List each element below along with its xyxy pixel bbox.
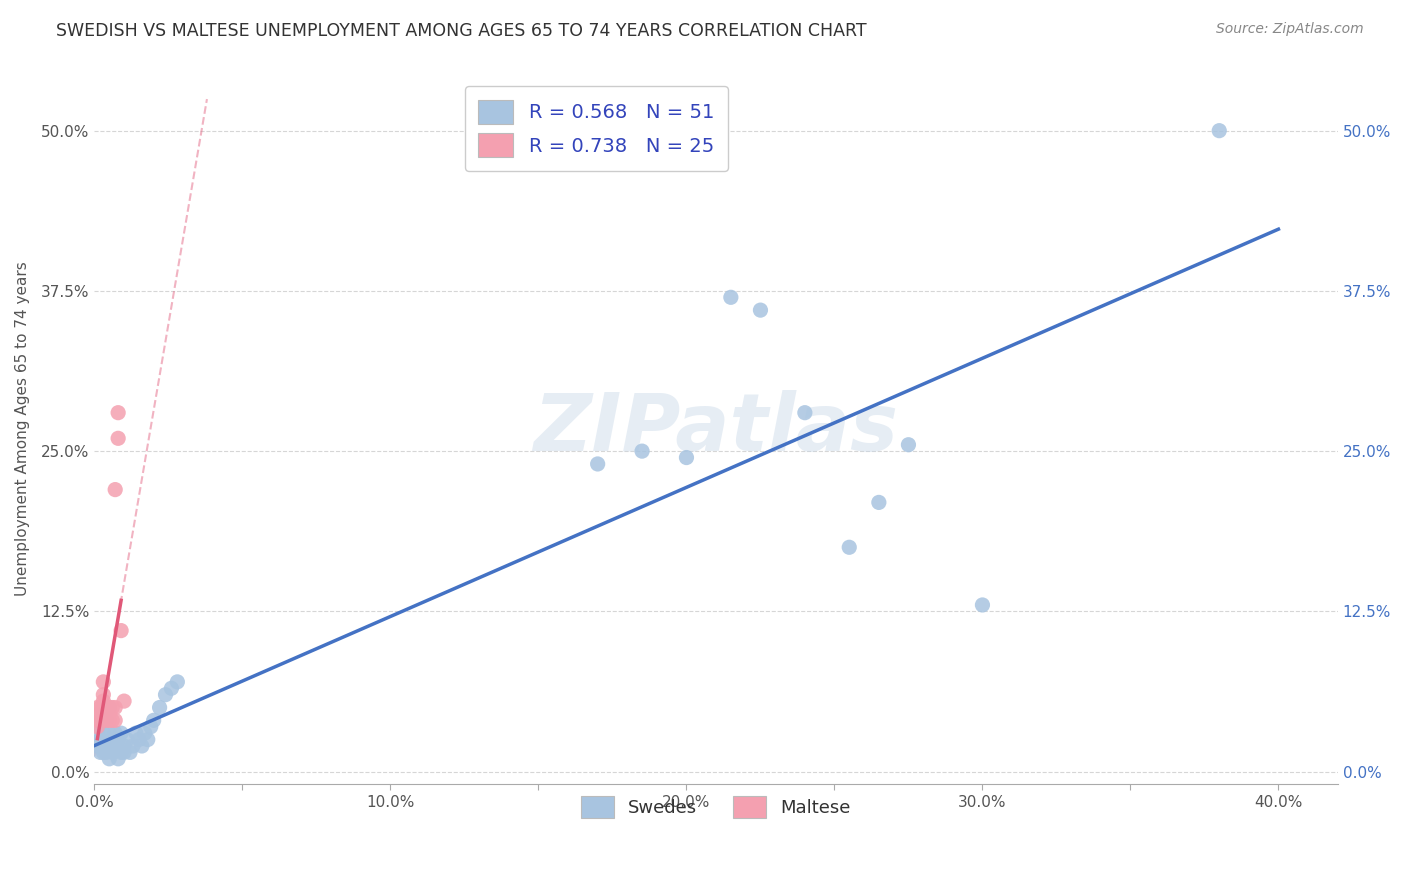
Point (1208, 123, 1230, 137)
Point (134, 726, 156, 740)
Point (98, 739, 121, 753)
Point (128, 732, 150, 747)
Point (98, 752, 121, 766)
Point (96, 714, 118, 728)
Point (89, 714, 111, 728)
Point (89, 714, 111, 728)
Point (631, 444, 654, 458)
Y-axis label: Unemployment Among Ages 65 to 74 years: Unemployment Among Ages 65 to 74 years (15, 261, 30, 596)
Point (96, 714, 118, 728)
Point (93, 739, 115, 753)
Point (166, 674, 188, 689)
Point (96, 745, 118, 759)
Point (93, 726, 115, 740)
Point (107, 431, 129, 445)
Point (101, 714, 124, 728)
Point (139, 720, 162, 734)
Point (897, 438, 920, 452)
Point (93, 706, 115, 721)
Point (104, 726, 127, 740)
Point (98, 700, 121, 714)
Point (101, 732, 124, 747)
Point (586, 457, 609, 471)
Point (104, 714, 127, 728)
Point (86, 726, 108, 740)
Point (93, 700, 115, 714)
Point (749, 303, 772, 318)
Text: SWEDISH VS MALTESE UNEMPLOYMENT AMONG AGES 65 TO 74 YEARS CORRELATION CHART: SWEDISH VS MALTESE UNEMPLOYMENT AMONG AG… (56, 22, 868, 40)
Point (89, 706, 111, 721)
Point (89, 732, 111, 747)
Point (149, 700, 172, 714)
Text: Source: ZipAtlas.com: Source: ZipAtlas.com (1216, 22, 1364, 37)
Point (96, 706, 118, 721)
Point (107, 406, 129, 420)
Point (104, 700, 127, 714)
Point (838, 541, 860, 555)
Point (86, 720, 108, 734)
Point (131, 739, 153, 753)
Point (93, 674, 115, 689)
Point (96, 739, 118, 753)
Point (96, 700, 118, 714)
Point (93, 694, 115, 708)
Point (104, 483, 127, 497)
Point (110, 745, 132, 759)
Point (98, 706, 121, 721)
Point (793, 406, 815, 420)
Point (101, 700, 124, 714)
Point (86, 700, 108, 714)
Text: ZIPatlas: ZIPatlas (533, 390, 898, 467)
Point (136, 732, 159, 747)
Point (112, 739, 135, 753)
Point (160, 681, 183, 696)
Point (972, 598, 994, 612)
Point (155, 688, 177, 702)
Point (110, 726, 132, 740)
Point (89, 745, 111, 759)
Point (93, 688, 115, 702)
Point (93, 745, 115, 759)
Point (720, 290, 742, 304)
Point (125, 726, 148, 740)
Point (122, 739, 145, 753)
Point (86, 714, 108, 728)
Point (115, 732, 138, 747)
Point (142, 714, 165, 728)
Point (868, 495, 890, 509)
Point (86, 739, 108, 753)
Point (89, 700, 111, 714)
Point (107, 732, 129, 747)
Point (98, 700, 121, 714)
Point (118, 745, 141, 759)
Point (98, 726, 121, 740)
Legend: Swedes, Maltese: Swedes, Maltese (574, 789, 858, 825)
Point (101, 745, 124, 759)
Point (675, 450, 697, 465)
Point (104, 739, 127, 753)
Point (98, 714, 121, 728)
Point (112, 745, 135, 759)
Point (110, 624, 132, 638)
Point (107, 752, 129, 766)
Point (112, 694, 135, 708)
